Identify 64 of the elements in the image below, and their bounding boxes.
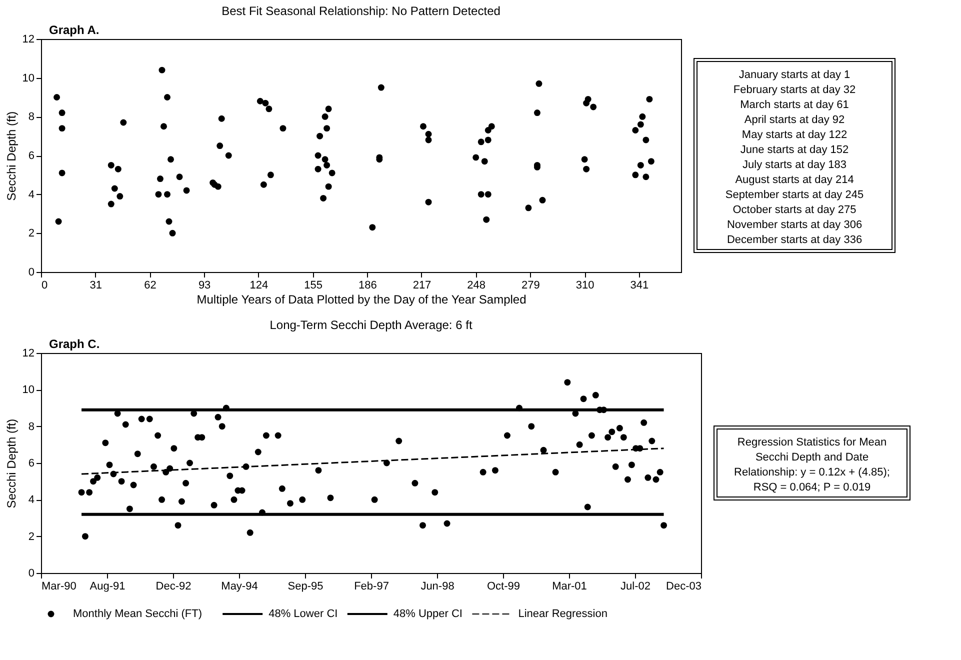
y-tick-label: 4 bbox=[28, 494, 34, 506]
text: April starts at day 92 bbox=[744, 114, 845, 126]
text: September starts at day 245 bbox=[725, 189, 864, 201]
x-tick-label: 279 bbox=[522, 280, 540, 292]
x-tick-label: Sep-95 bbox=[288, 580, 324, 592]
y-axis-title: Secchi Depth (ft) bbox=[4, 418, 18, 508]
y-tick-label: 0 bbox=[28, 568, 34, 580]
text: November starts at day 306 bbox=[726, 219, 862, 231]
x-tick-label: Dec-92 bbox=[156, 580, 192, 592]
y-tick-label: 6 bbox=[28, 150, 34, 162]
x-tick-label: Feb-97 bbox=[354, 580, 389, 592]
x-tick-label: Mar-01 bbox=[552, 580, 587, 592]
x-tick-label: Aug-91 bbox=[90, 580, 126, 592]
x-tick-label: 248 bbox=[467, 280, 486, 292]
text: June starts at day 152 bbox=[740, 144, 849, 156]
legend-label: Linear Regression bbox=[518, 608, 608, 620]
x-tick-label: Jun-98 bbox=[420, 580, 454, 592]
text: RSQ = 0.064; P = 0.019 bbox=[753, 482, 871, 494]
text: December starts at day 336 bbox=[726, 234, 862, 246]
text: October starts at day 275 bbox=[732, 204, 856, 216]
text: March starts at day 61 bbox=[740, 99, 849, 111]
text: Graph A. bbox=[49, 23, 100, 37]
x-tick-label: 62 bbox=[144, 280, 156, 292]
x-tick-label: Oct-99 bbox=[486, 580, 520, 592]
legend-label: Monthly Mean Secchi (FT) bbox=[73, 608, 202, 620]
x-axis-title: Multiple Years of Data Plotted by the Day of the Year Sampled bbox=[196, 292, 526, 306]
x-tick-label: 186 bbox=[358, 280, 377, 292]
text: Regression Statistics for Mean bbox=[737, 436, 887, 448]
y-tick-label: 10 bbox=[22, 72, 34, 84]
x-tick-label: 124 bbox=[250, 280, 268, 292]
y-tick-label: 12 bbox=[22, 348, 34, 360]
chart-title: Long-Term Secchi Depth Average: 6 ft bbox=[270, 318, 473, 332]
y-tick-label: 12 bbox=[22, 34, 34, 46]
text: May starts at day 122 bbox=[742, 129, 848, 141]
y-tick-label: 2 bbox=[28, 530, 34, 543]
text: August starts at day 214 bbox=[735, 174, 854, 186]
legend-label: 48% Upper CI bbox=[393, 608, 462, 620]
y-tick-label: 10 bbox=[22, 384, 34, 396]
y-tick-label: 8 bbox=[28, 420, 34, 433]
x-tick-label: 217 bbox=[412, 280, 432, 292]
x-tick-label: May-94 bbox=[221, 580, 258, 592]
y-axis-title: Secchi Depth (ft) bbox=[4, 111, 18, 201]
y-tick-label: 0 bbox=[28, 266, 34, 278]
y-tick-label: 2 bbox=[28, 228, 34, 240]
text: Secchi Depth and Date bbox=[755, 452, 869, 464]
text: February starts at day 32 bbox=[733, 84, 856, 96]
x-tick-label: Jul-02 bbox=[620, 580, 650, 592]
text: January starts at day 1 bbox=[738, 69, 850, 81]
x-tick-label: 31 bbox=[90, 280, 102, 292]
text: July starts at day 183 bbox=[742, 159, 846, 171]
x-tick-label: 0 bbox=[42, 280, 48, 292]
x-tick-label: 155 bbox=[304, 280, 322, 292]
x-tick-label: Mar-90 bbox=[42, 580, 76, 592]
y-tick-label: 8 bbox=[28, 111, 34, 124]
x-tick-label: 93 bbox=[198, 280, 211, 292]
y-tick-label: 6 bbox=[28, 458, 34, 470]
y-tick-label: 4 bbox=[28, 188, 34, 201]
text: Graph C. bbox=[49, 337, 100, 351]
legend-label: 48% Lower CI bbox=[268, 608, 338, 620]
x-tick-label: 310 bbox=[576, 280, 594, 292]
x-tick-label: 341 bbox=[630, 280, 649, 292]
x-tick-label: Dec-03 bbox=[666, 580, 702, 592]
chart-title: Best Fit Seasonal Relationship: No Pattern Detected bbox=[222, 4, 500, 18]
text: Relationship: y = 0.12x + (4.85); bbox=[734, 466, 890, 478]
